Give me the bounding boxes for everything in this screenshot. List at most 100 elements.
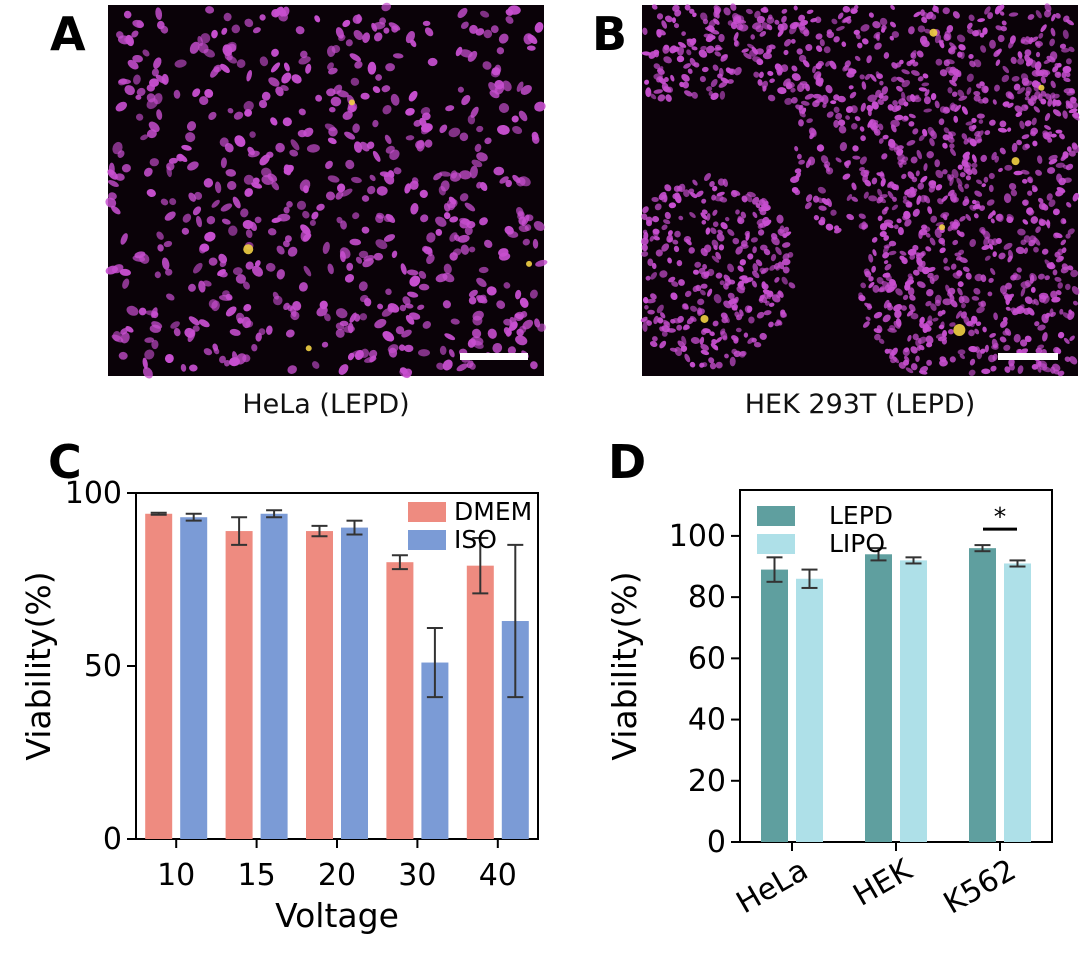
cell-nucleus: [422, 320, 431, 329]
cell-nucleus: [957, 89, 965, 98]
cell-nucleus: [649, 341, 658, 347]
cell-nucleus: [118, 351, 128, 360]
cell-nucleus: [701, 198, 707, 204]
cell-nucleus: [909, 186, 915, 193]
cell-nucleus: [417, 304, 425, 310]
cell-nucleus: [1069, 335, 1075, 342]
cell-nucleus: [525, 214, 534, 222]
y-axis-label: Viability(%): [19, 571, 58, 760]
cell-nucleus: [459, 218, 470, 229]
x-tick-label: HeLa: [731, 853, 814, 921]
cell-nucleus: [1007, 127, 1012, 132]
cell-nucleus: [416, 139, 425, 152]
cell-nucleus: [1008, 12, 1019, 17]
cell-nucleus: [693, 269, 699, 275]
cell-nucleus: [168, 157, 178, 164]
cell-nucleus: [881, 86, 889, 95]
cell-nucleus: [987, 12, 994, 20]
cell-nucleus: [115, 173, 125, 181]
cell-nucleus: [193, 262, 203, 274]
cell-nucleus: [993, 312, 998, 321]
cell-nucleus: [225, 306, 237, 317]
cell-nucleus: [408, 312, 421, 320]
cell-nucleus: [882, 251, 890, 259]
cell-nucleus: [316, 203, 325, 211]
cell-nucleus: [951, 74, 959, 83]
cell-nucleus: [723, 7, 731, 16]
cell-nucleus: [1016, 348, 1022, 355]
cell-nucleus: [372, 150, 381, 162]
bar-dmem-20: [306, 531, 333, 839]
cell-nucleus: [202, 280, 212, 287]
cell-nucleus: [958, 95, 968, 101]
cell-nucleus: [885, 274, 892, 282]
cell-nucleus: [532, 238, 539, 249]
cell-nucleus: [965, 214, 972, 221]
cell-nucleus: [1013, 170, 1023, 176]
cell-nucleus: [254, 216, 262, 224]
cell-nucleus: [247, 150, 260, 158]
cell-nucleus: [727, 263, 735, 273]
cell-nucleus: [908, 113, 916, 119]
cell-nucleus: [805, 43, 813, 52]
cell-nucleus: [868, 253, 874, 263]
cell-nucleus: [873, 328, 882, 334]
cell-nucleus: [372, 119, 379, 128]
cell-nucleus: [672, 4, 680, 12]
cell-nucleus: [822, 102, 827, 109]
cell-nucleus: [516, 177, 526, 187]
cell-nucleus: [684, 353, 691, 363]
cell-nucleus: [240, 208, 249, 218]
cell-nucleus: [660, 312, 666, 319]
cell-nucleus: [966, 87, 972, 95]
cell-nucleus: [271, 181, 280, 191]
cell-nucleus: [373, 32, 383, 42]
cell-nucleus: [389, 149, 400, 161]
cell-nucleus: [653, 63, 661, 70]
cell-nucleus: [983, 230, 991, 240]
cell-nucleus: [232, 196, 241, 209]
cell-nucleus: [659, 270, 668, 278]
cell-nucleus: [520, 85, 532, 95]
cell-nucleus: [919, 194, 928, 203]
cell-nucleus: [780, 22, 788, 31]
cell-nucleus: [467, 50, 478, 62]
cell-nucleus: [691, 46, 698, 51]
cell-nucleus: [1038, 32, 1044, 39]
cell-nucleus: [1053, 346, 1060, 354]
cell-nucleus: [204, 88, 214, 98]
cell-nucleus: [192, 325, 200, 332]
cell-nucleus: [1009, 35, 1016, 44]
cell-nucleus: [668, 276, 676, 283]
cell-nucleus: [794, 146, 799, 152]
cell-nucleus: [266, 151, 274, 159]
cell-nucleus: [779, 225, 785, 234]
cell-nucleus: [892, 100, 898, 106]
cell-nucleus: [405, 315, 415, 325]
cell-nucleus: [712, 64, 719, 71]
cell-nucleus: [798, 104, 804, 114]
cell-nucleus: [768, 321, 774, 328]
cell-nucleus: [672, 239, 679, 245]
cell-nucleus: [469, 165, 478, 179]
cell-nucleus: [1002, 101, 1010, 107]
cell-nucleus: [204, 231, 216, 242]
cell-nucleus: [791, 73, 801, 81]
cell-nucleus: [893, 320, 901, 329]
cell-nucleus: [681, 73, 690, 82]
cell-nucleus: [891, 204, 899, 211]
cell-nucleus: [650, 272, 658, 280]
cell-nucleus: [994, 155, 1000, 163]
cell-nucleus: [1010, 56, 1017, 65]
cell-nucleus: [404, 183, 412, 194]
cell-nucleus: [868, 281, 875, 289]
cell-nucleus: [864, 179, 872, 187]
cell-nucleus: [756, 311, 765, 319]
cell-nucleus: [710, 92, 719, 101]
cell-nucleus: [918, 134, 925, 142]
cell-nucleus: [480, 10, 490, 18]
cell-nucleus: [956, 270, 963, 277]
cell-nucleus: [185, 132, 196, 143]
cell-nucleus: [919, 322, 925, 329]
cell-nucleus: [980, 154, 987, 163]
